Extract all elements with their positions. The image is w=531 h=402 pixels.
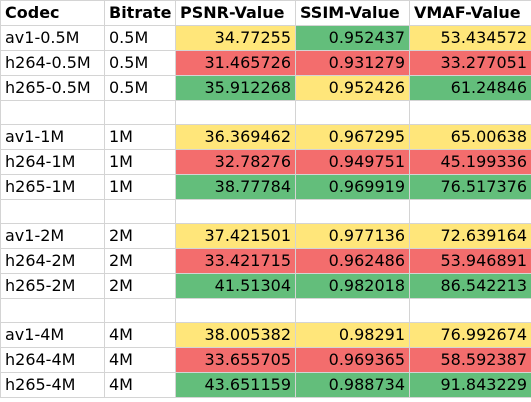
empty-cell[interactable]	[295, 298, 410, 323]
codec-cell[interactable]: h265-2M	[0, 273, 105, 299]
bitrate-cell[interactable]: 1M	[104, 124, 176, 150]
empty-row	[0, 199, 531, 224]
bitrate-cell[interactable]: 2M	[104, 273, 176, 299]
empty-cell[interactable]	[409, 100, 531, 125]
vmaf-cell[interactable]: 72.639164	[409, 223, 531, 249]
empty-cell[interactable]	[175, 298, 296, 323]
vmaf-cell[interactable]: 58.592387	[409, 347, 531, 373]
psnr-cell[interactable]: 38.77784	[175, 174, 296, 200]
table-row: av1-4M 4M 38.005382 0.98291 76.992674	[0, 322, 531, 348]
codec-cell[interactable]: av1-0.5M	[0, 25, 105, 51]
empty-cell[interactable]	[104, 298, 176, 323]
empty-cell[interactable]	[104, 100, 176, 125]
vmaf-cell[interactable]: 91.843229	[409, 372, 531, 398]
empty-cell[interactable]	[0, 100, 105, 125]
codec-cell[interactable]: h264-1M	[0, 149, 105, 175]
table-row: h265-0.5M 0.5M 35.912268 0.952426 61.24846	[0, 75, 531, 101]
table-row: av1-1M 1M 36.369462 0.967295 65.00638	[0, 124, 531, 150]
codec-cell[interactable]: av1-1M	[0, 124, 105, 150]
psnr-cell[interactable]: 35.912268	[175, 75, 296, 101]
ssim-cell[interactable]: 0.988734	[295, 372, 410, 398]
empty-cell[interactable]	[0, 199, 105, 224]
vmaf-cell[interactable]: 76.517376	[409, 174, 531, 200]
vmaf-cell[interactable]: 45.199336	[409, 149, 531, 175]
codec-cell[interactable]: av1-4M	[0, 322, 105, 348]
vmaf-cell[interactable]: 65.00638	[409, 124, 531, 150]
bitrate-cell[interactable]: 4M	[104, 347, 176, 373]
ssim-cell[interactable]: 0.969919	[295, 174, 410, 200]
ssim-cell[interactable]: 0.931279	[295, 50, 410, 76]
psnr-cell[interactable]: 33.421715	[175, 248, 296, 274]
psnr-cell[interactable]: 36.369462	[175, 124, 296, 150]
bitrate-cell[interactable]: 0.5M	[104, 75, 176, 101]
table-row: h264-4M 4M 33.655705 0.969365 58.592387	[0, 347, 531, 373]
ssim-cell[interactable]: 0.977136	[295, 223, 410, 249]
bitrate-cell[interactable]: 0.5M	[104, 25, 176, 51]
bitrate-cell[interactable]: 1M	[104, 174, 176, 200]
bitrate-cell[interactable]: 1M	[104, 149, 176, 175]
vmaf-cell[interactable]: 86.542213	[409, 273, 531, 299]
vmaf-cell[interactable]: 76.992674	[409, 322, 531, 348]
psnr-cell[interactable]: 37.421501	[175, 223, 296, 249]
codec-cell[interactable]: h265-0.5M	[0, 75, 105, 101]
table-row: av1-2M 2M 37.421501 0.977136 72.639164	[0, 223, 531, 249]
psnr-cell[interactable]: 43.651159	[175, 372, 296, 398]
bitrate-cell[interactable]: 0.5M	[104, 50, 176, 76]
psnr-cell[interactable]: 32.78276	[175, 149, 296, 175]
ssim-cell[interactable]: 0.962486	[295, 248, 410, 274]
empty-cell[interactable]	[409, 199, 531, 224]
bitrate-cell[interactable]: 4M	[104, 372, 176, 398]
psnr-cell[interactable]: 34.77255	[175, 25, 296, 51]
table-row: av1-0.5M 0.5M 34.77255 0.952437 53.434572	[0, 25, 531, 51]
ssim-cell[interactable]: 0.967295	[295, 124, 410, 150]
codec-cell[interactable]: h265-4M	[0, 372, 105, 398]
vmaf-cell[interactable]: 53.946891	[409, 248, 531, 274]
empty-cell[interactable]	[175, 100, 296, 125]
empty-cell[interactable]	[295, 100, 410, 125]
ssim-cell[interactable]: 0.98291	[295, 322, 410, 348]
empty-cell[interactable]	[0, 298, 105, 323]
header-psnr[interactable]: PSNR-Value	[175, 0, 296, 26]
vmaf-cell[interactable]: 61.24846	[409, 75, 531, 101]
table-row: h264-2M 2M 33.421715 0.962486 53.946891	[0, 248, 531, 274]
psnr-cell[interactable]: 41.51304	[175, 273, 296, 299]
table-row: h264-0.5M 0.5M 31.465726 0.931279 33.277051	[0, 50, 531, 76]
ssim-cell[interactable]: 0.982018	[295, 273, 410, 299]
bitrate-cell[interactable]: 2M	[104, 248, 176, 274]
psnr-cell[interactable]: 38.005382	[175, 322, 296, 348]
vmaf-cell[interactable]: 33.277051	[409, 50, 531, 76]
empty-cell[interactable]	[175, 199, 296, 224]
empty-cell[interactable]	[295, 199, 410, 224]
bitrate-cell[interactable]: 4M	[104, 322, 176, 348]
codec-cell[interactable]: h265-1M	[0, 174, 105, 200]
empty-cell[interactable]	[104, 199, 176, 224]
table-row: h265-4M 4M 43.651159 0.988734 91.843229	[0, 372, 531, 398]
empty-row	[0, 298, 531, 323]
vmaf-cell[interactable]: 53.434572	[409, 25, 531, 51]
empty-cell[interactable]	[409, 298, 531, 323]
header-bitrate[interactable]: Bitrate	[104, 0, 176, 26]
ssim-cell[interactable]: 0.952426	[295, 75, 410, 101]
codec-cell[interactable]: h264-2M	[0, 248, 105, 274]
codec-cell[interactable]: h264-0.5M	[0, 50, 105, 76]
codec-cell[interactable]: av1-2M	[0, 223, 105, 249]
ssim-cell[interactable]: 0.952437	[295, 25, 410, 51]
table-row: h265-1M 1M 38.77784 0.969919 76.517376	[0, 174, 531, 200]
psnr-cell[interactable]: 31.465726	[175, 50, 296, 76]
psnr-cell[interactable]: 33.655705	[175, 347, 296, 373]
header-ssim[interactable]: SSIM-Value	[295, 0, 410, 26]
header-codec[interactable]: Codec	[0, 0, 105, 26]
codec-cell[interactable]: h264-4M	[0, 347, 105, 373]
ssim-cell[interactable]: 0.949751	[295, 149, 410, 175]
header-row: Codec Bitrate PSNR-Value SSIM-Value VMAF…	[0, 0, 531, 26]
empty-row	[0, 100, 531, 125]
ssim-cell[interactable]: 0.969365	[295, 347, 410, 373]
table-row: h264-1M 1M 32.78276 0.949751 45.199336	[0, 149, 531, 175]
table-row: h265-2M 2M 41.51304 0.982018 86.542213	[0, 273, 531, 299]
header-vmaf[interactable]: VMAF-Value	[409, 0, 531, 26]
bitrate-cell[interactable]: 2M	[104, 223, 176, 249]
